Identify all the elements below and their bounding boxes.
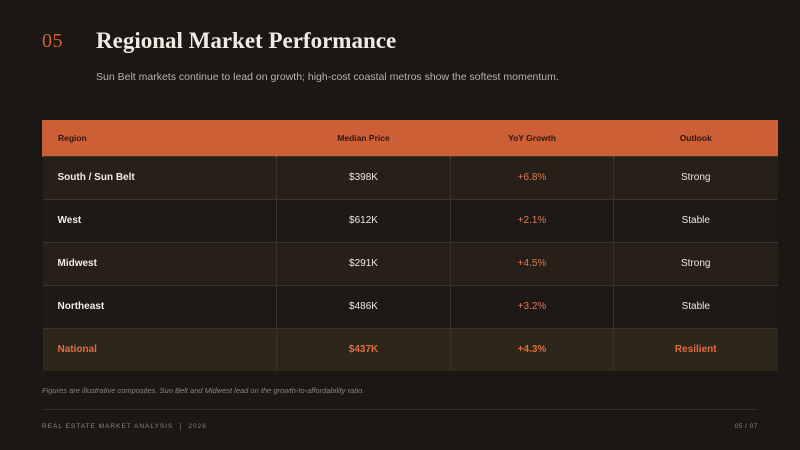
footnote: Figures are illustrative composites. Sun…: [42, 386, 365, 395]
table-header-row: Region Median Price YoY Growth Outlook: [42, 120, 778, 156]
table-row: Northeast $486K +3.2% Stable: [42, 284, 778, 328]
footer-deck-name: REAL ESTATE MARKET ANALYSIS: [42, 423, 174, 431]
median-price-cell: $291K: [276, 241, 451, 285]
region-cell: West: [42, 198, 277, 242]
column-header-median-price: Median Price: [276, 120, 451, 156]
footer-deck-label: REAL ESTATE MARKET ANALYSIS 2026: [42, 423, 207, 430]
median-price-cell: $437K: [276, 327, 451, 371]
table-row: Midwest $291K +4.5% Strong: [42, 241, 778, 285]
outlook-cell: Strong: [613, 155, 778, 199]
yoy-growth-cell: +3.2%: [450, 284, 614, 328]
region-cell: Northeast: [42, 284, 277, 328]
table-row: West $612K +2.1% Stable: [42, 198, 778, 242]
outlook-cell: Stable: [613, 284, 778, 328]
outlook-cell: Resilient: [613, 327, 778, 371]
footer-separator: [180, 423, 182, 430]
yoy-growth-cell: +6.8%: [450, 155, 614, 199]
page-subtitle: Sun Belt markets continue to lead on gro…: [96, 71, 559, 83]
region-cell: National: [42, 327, 277, 371]
outlook-cell: Stable: [613, 198, 778, 242]
slide-number: 05: [42, 30, 63, 52]
outlook-cell: Strong: [613, 241, 778, 285]
page-indicator: 05 / 07: [734, 423, 758, 430]
median-price-cell: $486K: [276, 284, 451, 328]
median-price-cell: $398K: [276, 155, 451, 199]
median-price-cell: $612K: [276, 198, 451, 242]
column-header-region: Region: [42, 120, 277, 156]
footer-year: 2026: [188, 423, 207, 431]
page-title: Regional Market Performance: [96, 28, 397, 53]
region-cell: South / Sun Belt: [42, 155, 277, 199]
region-cell: Midwest: [42, 241, 277, 285]
yoy-growth-cell: +4.3%: [450, 327, 614, 371]
yoy-growth-cell: +2.1%: [450, 198, 614, 242]
table-row-total: National $437K +4.3% Resilient: [42, 327, 778, 371]
regional-performance-table: Region Median Price YoY Growth Outlook S…: [42, 120, 778, 371]
yoy-growth-cell: +4.5%: [450, 241, 614, 285]
column-header-outlook: Outlook: [613, 120, 778, 156]
column-header-yoy-growth: YoY Growth: [450, 120, 614, 156]
footer-divider: [42, 409, 758, 410]
table-row: South / Sun Belt $398K +6.8% Strong: [42, 155, 778, 199]
